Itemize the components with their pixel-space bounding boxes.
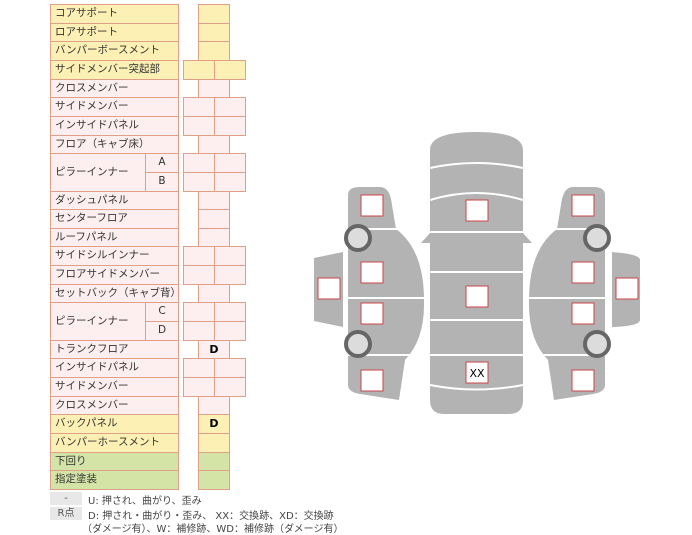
row-label: フロアサイドメンバー (50, 265, 179, 285)
row-label: サイドシルインナー (50, 246, 179, 266)
wheel-icon (583, 330, 611, 358)
car-right-side (529, 187, 605, 400)
damage-cell-right (214, 116, 246, 136)
row-label: サイドメンバー突起部 (50, 60, 179, 80)
row-label: クロスメンバー (50, 79, 179, 98)
mark-box (571, 194, 595, 217)
mark-box (360, 194, 384, 217)
row-label: 指定塗装 (50, 470, 179, 490)
row-label: ピラーインナー (50, 153, 146, 192)
wheel-icon (344, 330, 372, 358)
damage-cell-right (214, 321, 246, 341)
wheel-icon (344, 224, 372, 252)
mark-box (571, 302, 595, 325)
mark-box (317, 277, 341, 300)
mark-box (360, 302, 384, 325)
legend-text-d: D: 押され・曲がり・歪み、 XX：交換跡、XD：交換跡 (88, 511, 334, 522)
row-label: クロスメンバー (50, 396, 179, 415)
car-left-side (348, 187, 424, 400)
damage-cell-right (214, 377, 246, 397)
mark-box (465, 285, 489, 308)
mark-box (360, 261, 384, 284)
mark-box (360, 369, 384, 392)
car-top-flap-right (523, 233, 532, 243)
mark-box (571, 261, 595, 284)
mark-box (465, 199, 489, 222)
mark-box (615, 277, 639, 300)
wheel-icon (583, 224, 611, 252)
row-sublabel: C (145, 302, 179, 322)
legend-text-w: （ダメージ有）、W：補修跡、WD：補修跡（ダメージ有） (82, 524, 344, 535)
damage-cell-right (214, 265, 246, 285)
row-label: フロア（キャブ床） (50, 135, 179, 154)
row-label: サイドメンバー (50, 377, 179, 397)
legend-text-u: U: 押され、曲がり、歪み (88, 496, 202, 507)
row-label: ピラーインナー (50, 302, 146, 341)
mark-box (571, 369, 595, 392)
damage-cell (198, 470, 230, 490)
damage-cell-right (214, 172, 246, 192)
row-label: センターフロア (50, 209, 179, 229)
mark-box-roof (465, 361, 489, 384)
row-label: サイドメンバー (50, 97, 179, 117)
row-label: インサイドパネル (50, 116, 179, 136)
row-label: 下回り (50, 452, 179, 471)
damage-cell-right (214, 60, 246, 80)
row-label: バンパーボースメント (50, 41, 179, 61)
car-top-flap-left (421, 233, 430, 243)
legend-key-r: R点 (50, 507, 82, 520)
roof-mark-text: XX (469, 367, 485, 380)
legend-key-dash: - (50, 492, 82, 505)
row-sublabel: A (145, 153, 179, 173)
